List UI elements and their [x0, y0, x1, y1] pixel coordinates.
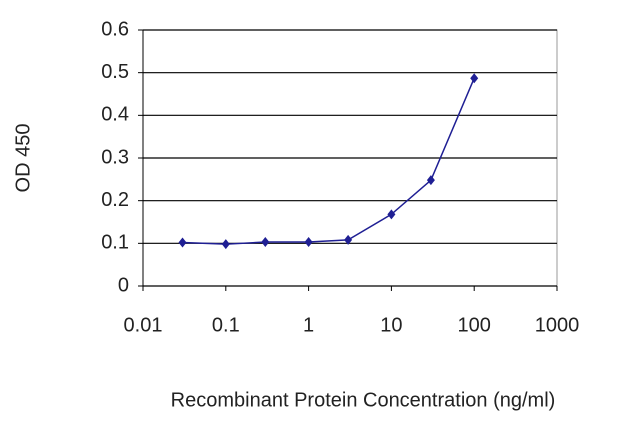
data-point — [304, 237, 313, 248]
x-tick-label: 100 — [458, 314, 491, 336]
x-tick-label: 10 — [380, 314, 402, 336]
data-line — [182, 77, 475, 245]
x-tick-label: 0.01 — [124, 314, 163, 336]
data-point — [261, 237, 270, 248]
y-tick-label: 0.3 — [101, 146, 129, 168]
y-tick-label: 0.2 — [101, 189, 129, 211]
data-point — [426, 175, 435, 186]
x-tick-label: 1 — [303, 314, 314, 336]
data-point — [178, 237, 187, 248]
x-tick-label: 1000 — [535, 314, 580, 336]
y-tick-label: 0.4 — [101, 104, 129, 126]
y-tick-label: 0.1 — [101, 232, 129, 254]
data-point — [221, 239, 230, 250]
data-point — [344, 234, 353, 245]
x-axis-label: Recombinant Protein Concentration (ng/ml… — [171, 389, 556, 411]
data-point — [470, 73, 479, 84]
y-tick-label: 0.5 — [101, 61, 129, 83]
y-tick-label: 0.6 — [101, 18, 129, 40]
y-tick-label: 0 — [118, 274, 129, 296]
data-point — [387, 209, 396, 220]
x-tick-label: 0.1 — [212, 314, 240, 336]
y-axis-label: OD 450 — [12, 124, 34, 193]
